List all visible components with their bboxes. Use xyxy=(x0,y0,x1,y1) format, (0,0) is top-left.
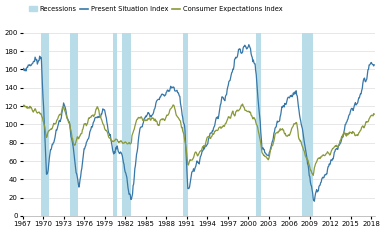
Bar xyxy=(41,33,49,216)
Bar xyxy=(113,33,117,216)
Bar xyxy=(256,33,261,216)
Legend: Recessions, Present Situation Index, Consumer Expectations Index: Recessions, Present Situation Index, Con… xyxy=(26,3,285,15)
Bar xyxy=(122,33,131,216)
Bar xyxy=(183,33,188,216)
Bar xyxy=(70,33,79,216)
Bar xyxy=(303,33,313,216)
